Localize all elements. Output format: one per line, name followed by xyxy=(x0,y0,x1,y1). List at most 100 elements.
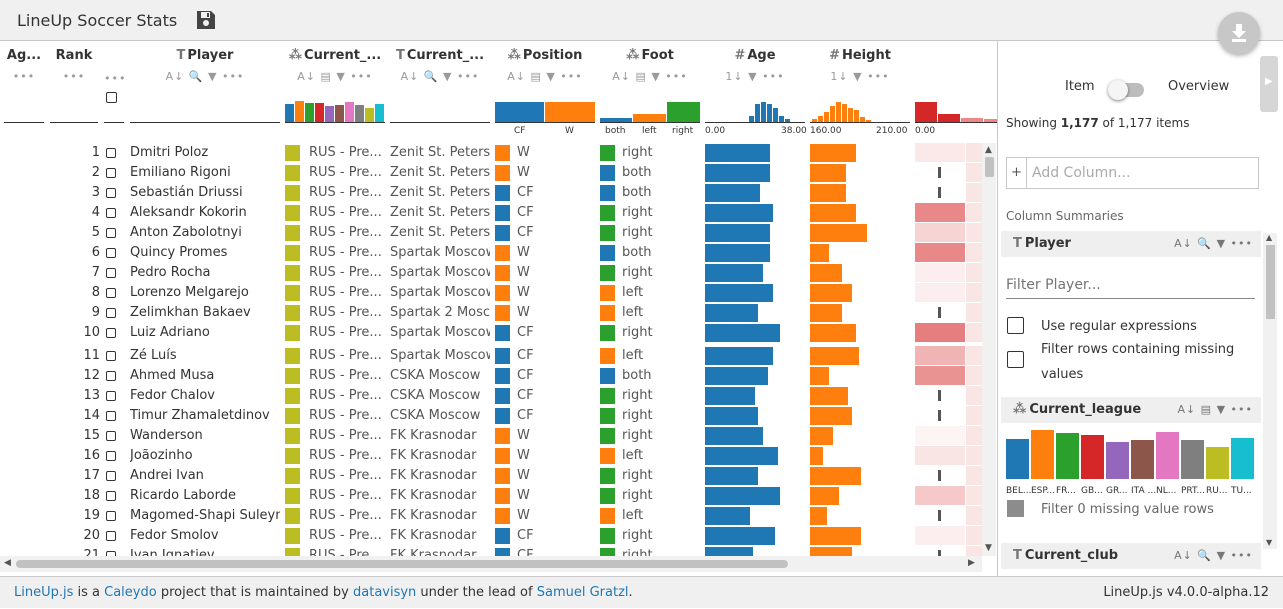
column-tools[interactable]: A↓ 🔍 ▼ ••• xyxy=(165,70,245,83)
scroll-left-icon[interactable]: ◀ xyxy=(4,558,11,568)
row-checkbox[interactable] xyxy=(106,471,116,481)
download-button[interactable] xyxy=(1218,12,1260,54)
table-row[interactable]: 14 Timur Zhamaletdinov RUS - Pre... CSKA Mo… xyxy=(0,406,997,426)
scroll-up-icon[interactable]: ▲ xyxy=(1266,233,1273,242)
row-checkbox[interactable] xyxy=(106,268,116,278)
summary-tools[interactable]: A↓ 🔍 ▼ ••• xyxy=(1174,549,1253,562)
table-row[interactable]: 5 Anton Zabolotnyi RUS - Pre... Zenit St. P… xyxy=(0,223,997,243)
table-row[interactable]: 6 Quincy Promes RUS - Pre... Spartak Moscow… xyxy=(0,243,997,263)
table-horizontal-scrollbar[interactable]: ◀ ▶ xyxy=(0,556,982,572)
table-row[interactable]: 9 Zelimkhan Bakaev RUS - Pre... Spartak 2 M… xyxy=(0,303,997,323)
more-icon[interactable]: ••• xyxy=(62,70,86,83)
table-vertical-scrollbar[interactable]: ▲ ▼ xyxy=(982,143,996,556)
row-checkbox[interactable] xyxy=(106,288,116,298)
player-cell: Fedor Chalov xyxy=(130,388,215,403)
table-row[interactable]: 11 Zé Luís RUS - Pre... Spartak Moscow CF lef… xyxy=(0,346,997,366)
caleydo-link[interactable]: Caleydo xyxy=(104,585,157,600)
table-row[interactable]: 10 Luiz Adriano RUS - Pre... Spartak Moscow… xyxy=(0,323,997,343)
filter-player-input[interactable] xyxy=(1006,271,1255,299)
column-header-aggregate[interactable]: Ag... ••• xyxy=(4,44,44,124)
scroll-right-icon[interactable]: ▶ xyxy=(968,558,975,568)
missing-values-checkbox[interactable] xyxy=(1007,351,1024,368)
table-row[interactable]: 20 Fedor Smolov RUS - Pre... FK Krasnodar CF… xyxy=(0,526,997,546)
row-checkbox[interactable] xyxy=(106,228,116,238)
scroll-thumb[interactable] xyxy=(985,157,994,177)
row-checkbox[interactable] xyxy=(106,168,116,178)
row-checkbox[interactable] xyxy=(106,208,116,218)
select-all-checkbox[interactable] xyxy=(106,92,117,103)
heatmap-cell xyxy=(915,323,965,342)
table-row[interactable]: 12 Ahmed Musa RUS - Pre... CSKA Moscow CF bot… xyxy=(0,366,997,386)
row-checkbox[interactable] xyxy=(106,391,116,401)
summary-header-current-league[interactable]: ⁂ Current_league A↓ ▤ ▼ ••• xyxy=(1001,397,1261,423)
lineup-link[interactable]: LineUp.js xyxy=(14,585,74,600)
column-tools[interactable]: 1↓ ▼ ••• xyxy=(725,70,785,83)
column-header-heatmap[interactable] xyxy=(915,44,997,124)
table-row[interactable]: 2 Emiliano Rigoni RUS - Pre... Zenit St. Pe… xyxy=(0,163,997,183)
table-row[interactable]: 4 Aleksandr Kokorin RUS - Pre... Zenit St. … xyxy=(0,203,997,223)
column-header-age[interactable]: # Age 1↓ ▼ ••• xyxy=(705,44,805,124)
row-checkbox[interactable] xyxy=(106,371,116,381)
table-row[interactable]: 18 Ricardo Laborde RUS - Pre... FK Krasnoda… xyxy=(0,486,997,506)
missing-value-swatch[interactable] xyxy=(1007,500,1024,517)
column-header-current-club[interactable]: T Current_... A↓ 🔍 ▼ ••• xyxy=(390,44,490,124)
column-tools[interactable]: A↓ ▤ ▼ ••• xyxy=(297,70,373,83)
save-icon[interactable] xyxy=(196,10,216,30)
side-panel-scrollbar[interactable]: ▲ ▼ xyxy=(1263,233,1277,549)
row-checkbox[interactable] xyxy=(106,531,116,541)
league-histogram xyxy=(285,101,384,122)
scroll-up-icon[interactable]: ▲ xyxy=(985,145,992,155)
column-header-rank[interactable]: Rank ••• xyxy=(50,44,98,124)
summary-tools[interactable]: A↓ ▤ ▼ ••• xyxy=(1177,403,1253,416)
row-checkbox[interactable] xyxy=(106,351,116,361)
row-checkbox[interactable] xyxy=(106,248,116,258)
column-tools[interactable]: A↓ ▤ ▼ ••• xyxy=(507,70,583,83)
item-overview-toggle[interactable] xyxy=(1108,79,1144,100)
table-row[interactable]: 19 Magomed-Shapi Suleym RUS - Pre... FK Kra… xyxy=(0,506,997,526)
row-checkbox[interactable] xyxy=(106,328,116,338)
column-header-player[interactable]: T Player A↓ 🔍 ▼ ••• xyxy=(130,44,280,124)
row-checkbox[interactable] xyxy=(106,551,116,556)
table-row[interactable]: 1 Dmitri Poloz RUS - Pre... Zenit St. Peter… xyxy=(0,143,997,163)
column-tools[interactable]: A↓ ▤ ▼ ••• xyxy=(612,70,688,83)
table-row[interactable]: 13 Fedor Chalov RUS - Pre... CSKA Moscow CF r… xyxy=(0,386,997,406)
row-checkbox[interactable] xyxy=(106,431,116,441)
table-row[interactable]: 8 Lorenzo Melgarejo RUS - Pre... Spartak Mo… xyxy=(0,283,997,303)
column-header-height[interactable]: # Height 1↓ ▼ ••• xyxy=(810,44,910,124)
row-checkbox[interactable] xyxy=(106,188,116,198)
column-tools[interactable]: 1↓ ▼ ••• xyxy=(830,70,890,83)
summary-tools[interactable]: A↓ 🔍 ▼ ••• xyxy=(1174,237,1253,250)
position-swatch xyxy=(495,305,510,321)
row-checkbox[interactable] xyxy=(106,308,116,318)
row-checkbox[interactable] xyxy=(106,511,116,521)
datavisyn-link[interactable]: datavisyn xyxy=(353,585,417,600)
row-checkbox[interactable] xyxy=(106,451,116,461)
collapse-panel-tab[interactable]: ▶ xyxy=(1260,56,1278,112)
more-icon[interactable]: ••• xyxy=(104,72,127,85)
regex-checkbox[interactable] xyxy=(1007,317,1024,334)
column-header-current-league[interactable]: ⁂ Current_... A↓ ▤ ▼ ••• xyxy=(285,44,385,124)
scroll-thumb[interactable] xyxy=(16,560,788,568)
row-checkbox[interactable] xyxy=(106,411,116,421)
add-column-input[interactable]: + Add Column... xyxy=(1006,157,1259,189)
row-checkbox[interactable] xyxy=(106,148,116,158)
row-checkbox[interactable] xyxy=(106,491,116,501)
column-header-select[interactable]: ••• xyxy=(104,44,127,124)
summary-header-current-club[interactable]: T Current_club A↓ 🔍 ▼ ••• xyxy=(1001,543,1261,569)
gratzl-link[interactable]: Samuel Gratzl xyxy=(536,585,629,600)
more-icon[interactable]: ••• xyxy=(12,70,36,83)
scroll-down-icon[interactable]: ▼ xyxy=(1266,538,1273,547)
summary-header-player[interactable]: T Player A↓ 🔍 ▼ ••• xyxy=(1001,231,1261,257)
missing-value-marker xyxy=(938,410,941,421)
column-tools[interactable]: A↓ 🔍 ▼ ••• xyxy=(400,70,480,83)
scroll-down-icon[interactable]: ▼ xyxy=(985,543,992,553)
scroll-thumb[interactable] xyxy=(1266,245,1275,319)
column-header-position[interactable]: ⁂ Position A↓ ▤ ▼ ••• xyxy=(495,44,595,124)
column-header-foot[interactable]: ⁂ Foot A↓ ▤ ▼ ••• xyxy=(600,44,700,124)
table-row[interactable]: 21 Ivan Ignatiev RUS - Pre... FK Krasnodar C… xyxy=(0,546,997,556)
table-row[interactable]: 3 Sebastián Driussi RUS - Pre... Zenit St. … xyxy=(0,183,997,203)
